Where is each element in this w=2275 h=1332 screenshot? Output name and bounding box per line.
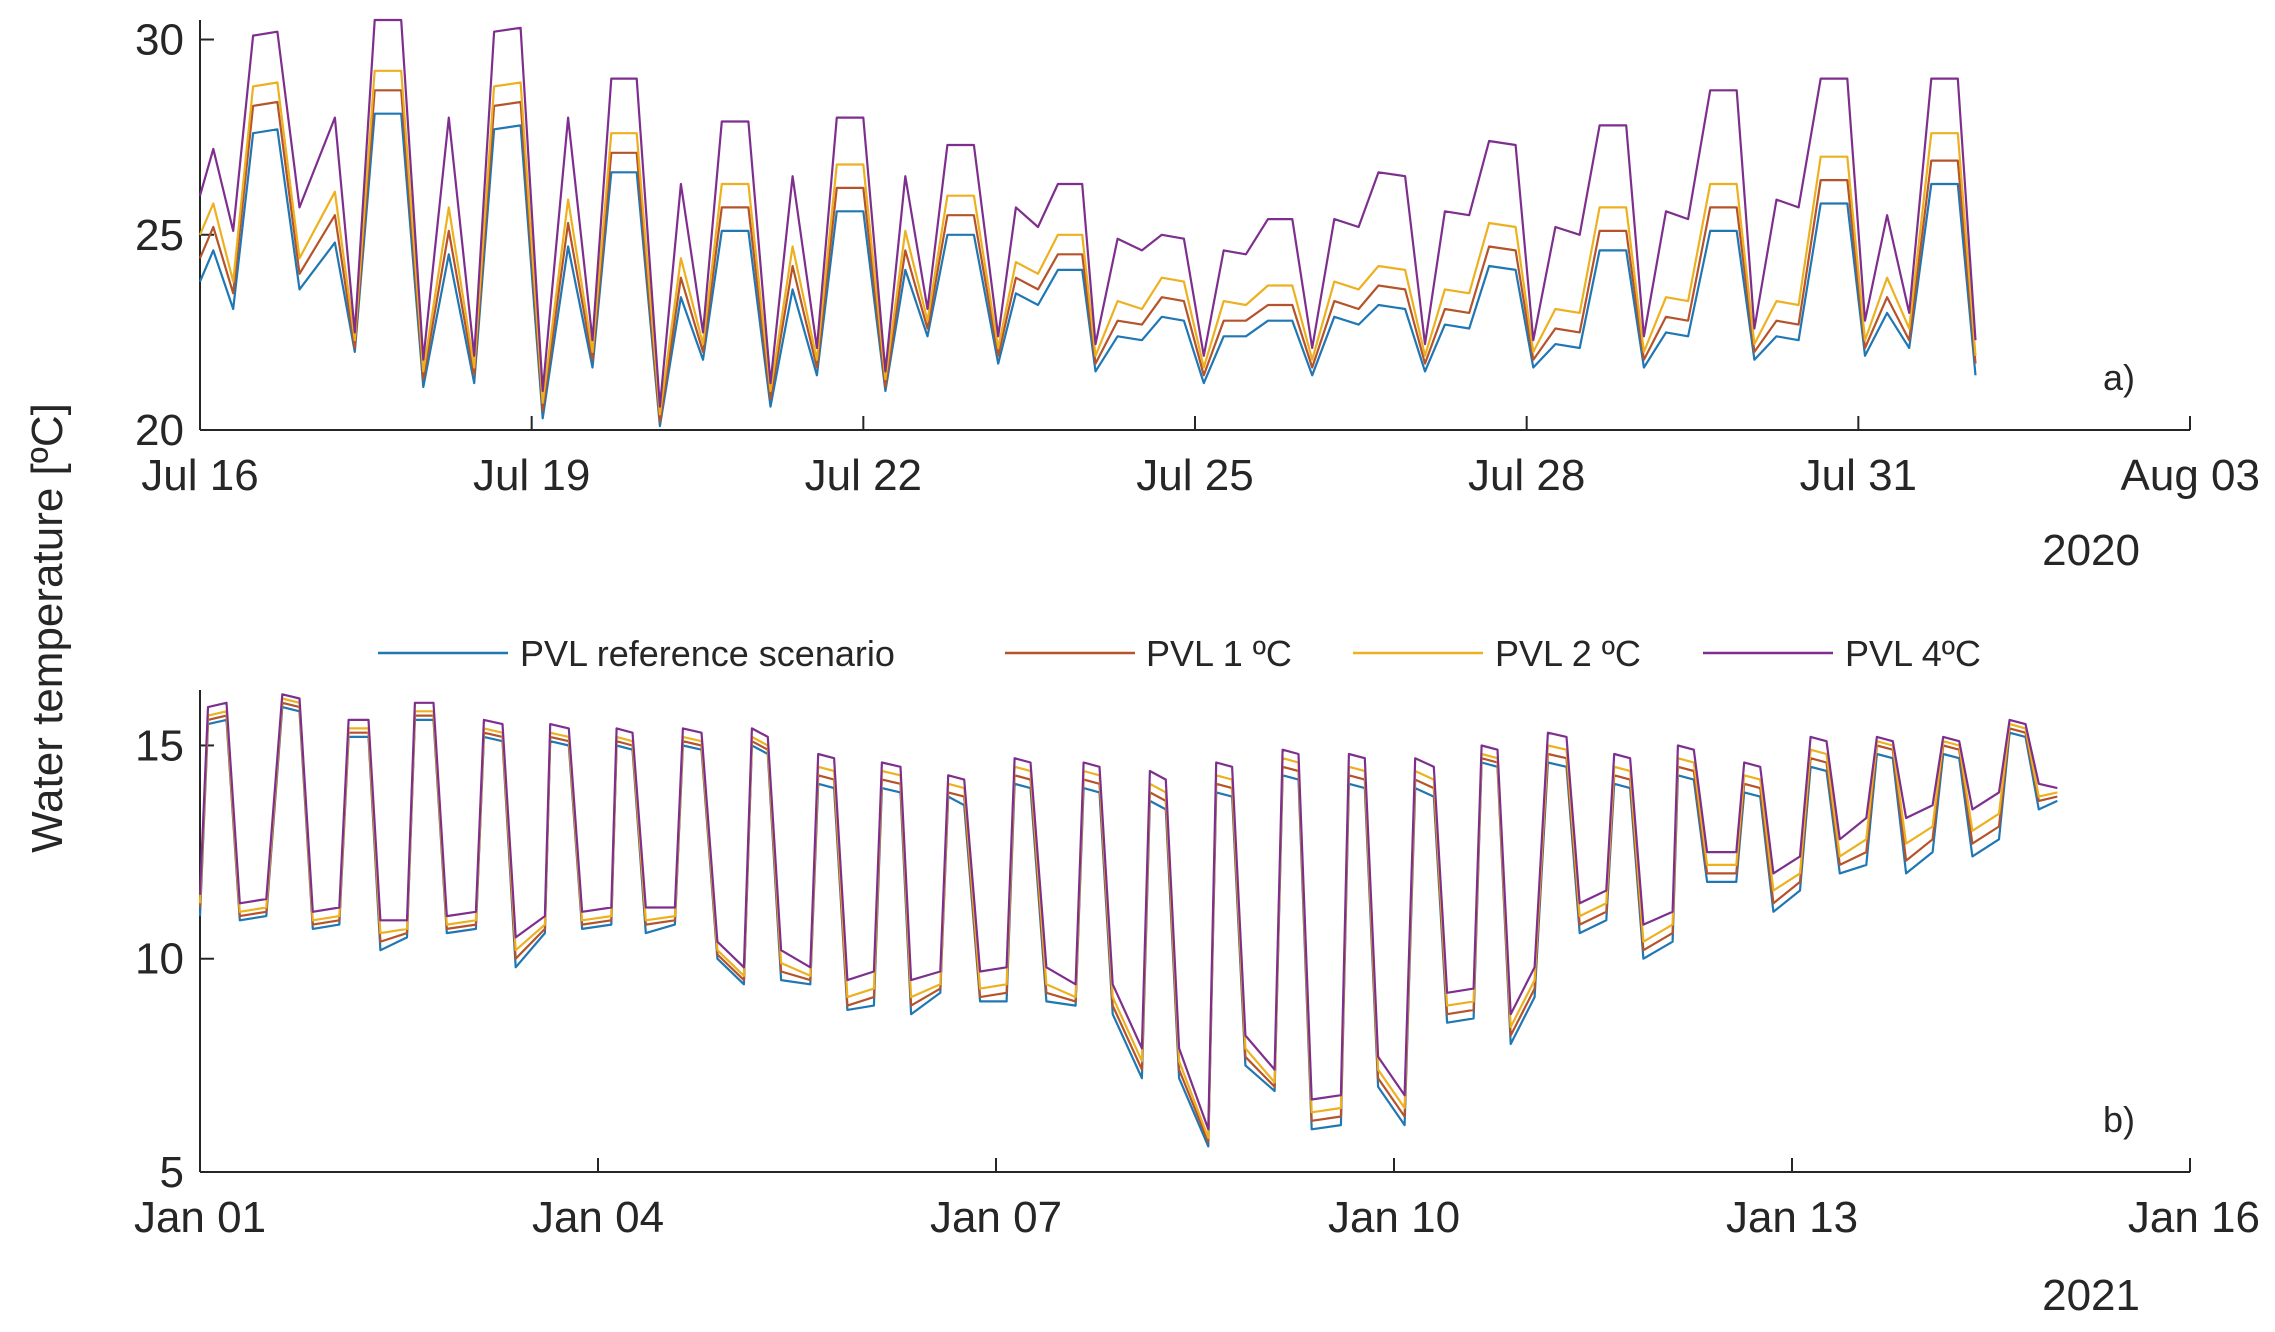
x-tick-label: Jul 31 (1800, 451, 1917, 500)
x-tick-label: Jan 01 (134, 1193, 266, 1242)
y-tick-label: 10 (135, 935, 184, 984)
year-label: 2021 (2042, 1271, 2140, 1320)
series-line-3 (198, 69, 1977, 416)
panel-label: b) (2103, 1099, 2135, 1140)
series-line-4 (198, 18, 1977, 408)
x-tick-label: Jan 13 (1726, 1193, 1858, 1242)
legend-label: PVL 1 ºC (1146, 633, 1292, 674)
series-line-4 (198, 693, 2058, 1131)
x-tick-label: Jul 19 (473, 451, 590, 500)
panel-b: 5 10 15 Jan 01 Jan 04 Jan 07 Jan 10 Jan 13 Jan 1… (134, 690, 2260, 1320)
y-tick-label: 25 (135, 211, 184, 260)
series-line-1 (198, 705, 2058, 1148)
y-axis-title: Water temperature [ºC] (23, 403, 72, 853)
legend-label: PVL 2 ºC (1495, 633, 1641, 674)
x-tick-label: Jan 16 (2128, 1193, 2260, 1242)
legend: PVL reference scenario PVL 1 ºC PVL 2 ºC PV… (378, 633, 1981, 674)
x-tick-label: Jul 28 (1468, 451, 1585, 500)
y-tick-label: 5 (160, 1148, 184, 1197)
x-tick-label: Jul 22 (805, 451, 922, 500)
x-tick-label: Jul 25 (1136, 451, 1253, 500)
y-tick-label: 20 (135, 406, 184, 455)
legend-label: PVL 4ºC (1845, 633, 1981, 674)
legend-label: PVL reference scenario (520, 633, 895, 674)
series-line-2 (198, 701, 2058, 1144)
panel-a: 20 25 30 Jul 16 Jul 19 Jul 22 Jul 25 Jul 28 Jul … (135, 16, 2260, 575)
series-line-3 (198, 697, 2058, 1140)
y-tick-label: 30 (135, 16, 184, 65)
series-line-1 (198, 112, 1977, 428)
series-line-2 (198, 89, 1977, 424)
y-tick-label: 15 (135, 721, 184, 770)
x-tick-label: Jul 16 (141, 451, 258, 500)
x-tick-label: Aug 03 (2121, 451, 2260, 500)
x-tick-label: Jan 10 (1328, 1193, 1460, 1242)
x-tick-label: Jan 04 (532, 1193, 664, 1242)
x-tick-label: Jan 07 (930, 1193, 1062, 1242)
year-label: 2020 (2042, 526, 2140, 575)
panel-label: a) (2103, 357, 2135, 398)
